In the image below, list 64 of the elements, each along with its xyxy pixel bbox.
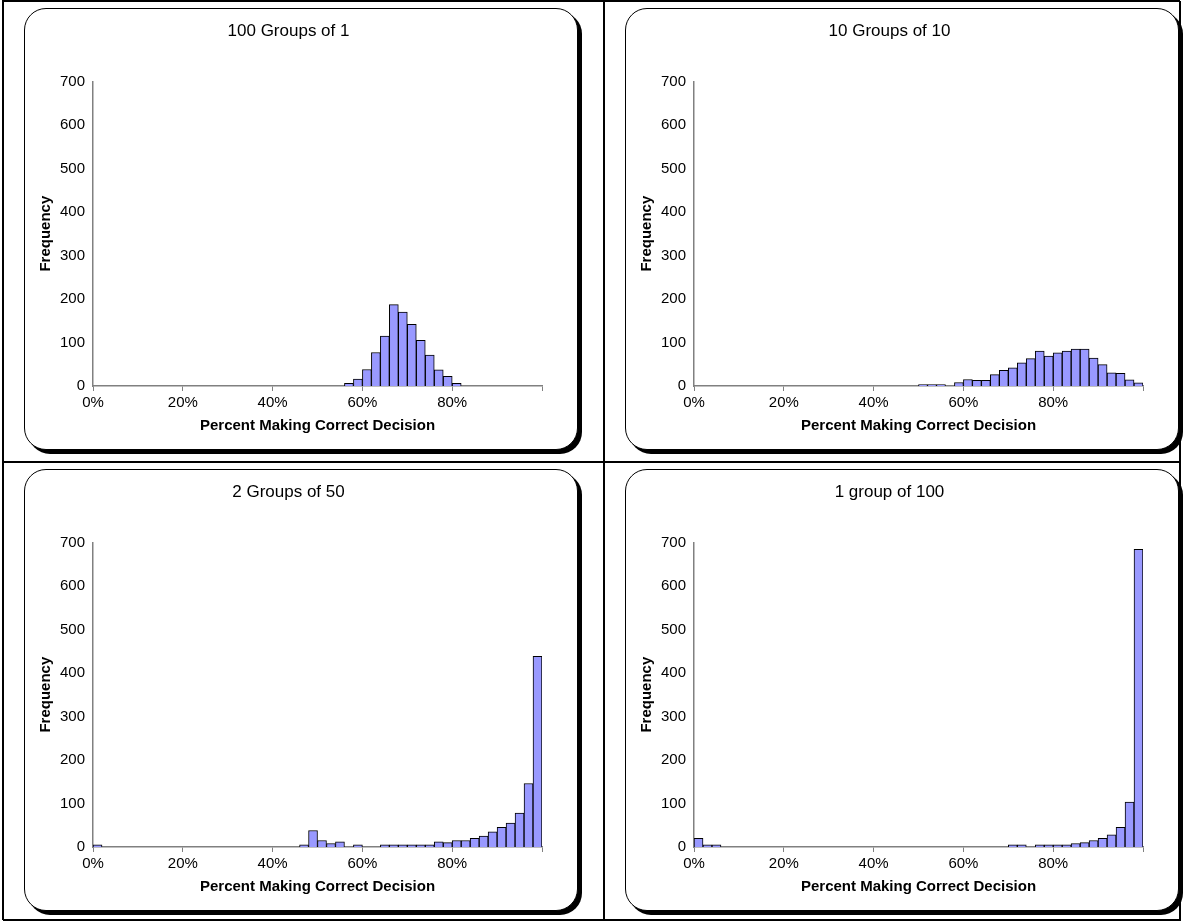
- y-tick-label: 0: [76, 837, 86, 855]
- x-tick-label: 80%: [1038, 393, 1069, 411]
- x-tick-label: 0%: [82, 854, 104, 872]
- x-tick-label: 80%: [437, 393, 468, 411]
- y-tick-label: 600: [661, 115, 687, 133]
- x-tick-label: 40%: [257, 854, 288, 872]
- chart-title: 100 Groups of 1: [227, 20, 350, 40]
- y-tick-label: 700: [661, 532, 687, 550]
- y-tick-label: 200: [661, 750, 687, 768]
- y-tick-label: 400: [60, 202, 86, 220]
- x-tick-label: 40%: [858, 393, 889, 411]
- y-tick-label: 600: [60, 115, 86, 133]
- x-tick-label: 60%: [347, 393, 378, 411]
- y-tick-label: 400: [60, 663, 86, 681]
- y-tick-label: 700: [60, 71, 86, 89]
- y-axis-title: Frequency: [36, 656, 54, 733]
- y-tick-label: 0: [76, 376, 86, 394]
- y-tick-label: 300: [60, 706, 86, 724]
- y-tick-label: 600: [60, 576, 86, 594]
- x-tick-label: 80%: [1038, 854, 1069, 872]
- x-tick-label: 40%: [858, 854, 889, 872]
- y-axis-title: Frequency: [36, 195, 54, 272]
- y-tick-label: 500: [661, 158, 687, 176]
- y-tick-label: 400: [661, 663, 687, 681]
- y-tick-label: 700: [60, 532, 86, 550]
- y-tick-label: 200: [60, 289, 86, 307]
- x-tick-label: 80%: [437, 854, 468, 872]
- x-axis-title: Percent Making Correct Decision: [800, 416, 1037, 434]
- y-tick-label: 500: [60, 158, 86, 176]
- y-axis-title: Frequency: [637, 195, 655, 272]
- y-tick-label: 200: [661, 289, 687, 307]
- x-tick-label: 60%: [347, 854, 378, 872]
- y-tick-label: 100: [60, 793, 86, 811]
- y-tick-label: 500: [661, 619, 687, 637]
- x-axis-title: Percent Making Correct Decision: [800, 877, 1037, 895]
- chart-title: 1 group of 100: [834, 481, 945, 501]
- x-tick-label: 60%: [948, 393, 979, 411]
- y-tick-label: 300: [661, 245, 687, 263]
- y-tick-label: 0: [677, 837, 687, 855]
- x-axis-title: Percent Making Correct Decision: [199, 877, 436, 895]
- x-tick-label: 0%: [683, 393, 705, 411]
- y-tick-label: 400: [661, 202, 687, 220]
- y-tick-label: 300: [661, 706, 687, 724]
- y-tick-label: 300: [60, 245, 86, 263]
- y-tick-label: 100: [661, 332, 687, 350]
- y-tick-label: 500: [60, 619, 86, 637]
- chart-title: 10 Groups of 10: [828, 20, 951, 40]
- x-tick-label: 60%: [948, 854, 979, 872]
- x-tick-label: 0%: [82, 393, 104, 411]
- y-axis-title: Frequency: [637, 656, 655, 733]
- y-tick-label: 100: [60, 332, 86, 350]
- y-tick-label: 0: [677, 376, 687, 394]
- x-axis-title: Percent Making Correct Decision: [199, 416, 436, 434]
- y-tick-label: 600: [661, 576, 687, 594]
- x-tick-label: 20%: [768, 854, 799, 872]
- x-tick-label: 40%: [257, 393, 288, 411]
- x-tick-label: 0%: [683, 854, 705, 872]
- x-tick-label: 20%: [167, 854, 198, 872]
- y-tick-label: 200: [60, 750, 86, 768]
- y-tick-label: 100: [661, 793, 687, 811]
- chart-title: 2 Groups of 50: [232, 481, 345, 501]
- y-tick-label: 700: [661, 71, 687, 89]
- x-tick-label: 20%: [768, 393, 799, 411]
- x-tick-label: 20%: [167, 393, 198, 411]
